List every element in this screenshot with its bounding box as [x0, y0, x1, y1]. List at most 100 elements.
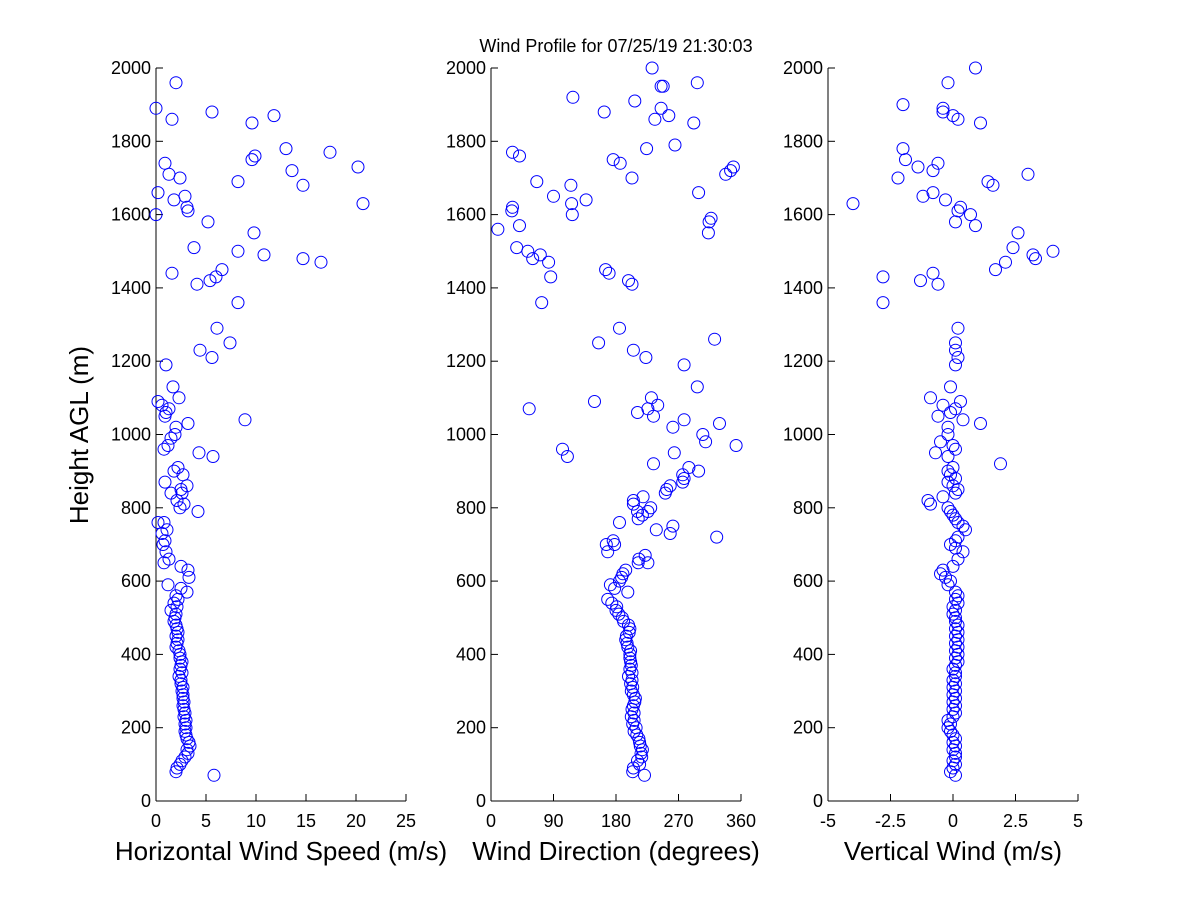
data-point — [939, 193, 952, 207]
data-point — [951, 204, 965, 218]
data-point — [174, 673, 188, 687]
data-point — [663, 479, 677, 493]
data-point — [602, 266, 616, 280]
data-point — [597, 105, 611, 119]
data-point — [946, 461, 960, 474]
data-point — [162, 552, 176, 566]
data-point — [662, 109, 676, 123]
data-point — [951, 640, 965, 654]
y-tick-label: 1600 — [111, 205, 151, 225]
data-point — [949, 442, 962, 456]
data-point — [926, 266, 940, 280]
data-point — [526, 252, 540, 266]
data-point — [248, 149, 262, 163]
data-point — [999, 255, 1012, 269]
data-point — [245, 116, 259, 130]
y-tick-label: 1600 — [446, 205, 486, 225]
data-point — [621, 585, 635, 599]
data-point — [627, 713, 641, 727]
data-point — [949, 336, 962, 350]
data-point — [949, 732, 962, 746]
data-point — [677, 358, 691, 372]
data-point — [247, 226, 261, 240]
data-point — [636, 490, 650, 504]
data-point — [949, 343, 962, 357]
data-point — [182, 570, 196, 584]
data-point — [946, 735, 960, 749]
data-point — [644, 501, 658, 515]
data-point — [956, 413, 970, 427]
data-point — [641, 505, 655, 518]
data-point — [926, 186, 940, 200]
data-point — [613, 516, 626, 529]
data-point — [666, 519, 680, 533]
data-point — [201, 215, 215, 229]
data-point — [931, 277, 945, 291]
data-point — [544, 270, 558, 284]
y-tick-label: 200 — [793, 718, 823, 738]
data-point — [946, 508, 960, 522]
data-point — [616, 567, 630, 581]
data-point — [158, 534, 172, 548]
data-point — [169, 420, 183, 434]
data-point — [949, 669, 962, 683]
data-point — [911, 160, 925, 174]
data-point — [172, 669, 186, 683]
data-point — [210, 321, 224, 335]
data-point — [169, 629, 183, 643]
x-tick-label: 20 — [346, 811, 366, 831]
data-point — [654, 79, 668, 93]
data-point — [986, 178, 1000, 192]
data-point — [187, 241, 201, 255]
data-point — [660, 483, 674, 496]
x-axis-label: Wind Direction (degrees) — [472, 836, 760, 866]
data-point — [556, 442, 569, 456]
data-point — [624, 710, 638, 724]
data-point — [165, 266, 179, 280]
x-tick-label: -2.5 — [875, 811, 906, 831]
data-point — [946, 761, 960, 775]
data-point — [951, 516, 965, 529]
data-point — [513, 219, 526, 233]
data-point — [949, 750, 962, 764]
data-point — [726, 160, 740, 174]
data-point — [159, 406, 173, 419]
data-point — [949, 706, 962, 720]
data-point — [949, 592, 962, 606]
data-point — [639, 351, 653, 364]
data-point — [949, 684, 962, 698]
data-point — [647, 457, 660, 471]
data-point — [951, 647, 965, 661]
data-point — [944, 468, 957, 482]
data-point — [974, 417, 987, 430]
data-point — [158, 156, 172, 170]
data-point — [279, 142, 293, 156]
data-point — [510, 241, 524, 255]
data-point — [959, 523, 972, 537]
data-point — [956, 545, 970, 559]
data-point — [165, 112, 179, 126]
data-point — [159, 358, 173, 372]
y-tick-label: 1600 — [783, 205, 823, 225]
data-point — [285, 164, 299, 178]
data-point — [949, 636, 962, 650]
data-point — [178, 750, 192, 764]
data-point — [946, 559, 960, 573]
data-point — [151, 395, 165, 408]
data-point — [713, 417, 726, 430]
data-point — [946, 680, 960, 694]
data-point — [692, 186, 706, 200]
data-point — [181, 417, 195, 430]
y-tick-label: 0 — [476, 791, 486, 811]
data-point — [876, 270, 890, 284]
data-point — [192, 446, 206, 460]
data-point — [941, 501, 955, 515]
data-point — [180, 200, 194, 214]
data-point — [506, 200, 519, 214]
x-tick-label: 180 — [601, 811, 631, 831]
data-point — [625, 277, 639, 291]
y-tick-label: 1800 — [783, 131, 823, 151]
data-point — [931, 156, 945, 170]
data-point — [162, 167, 176, 181]
data-point — [676, 468, 690, 482]
